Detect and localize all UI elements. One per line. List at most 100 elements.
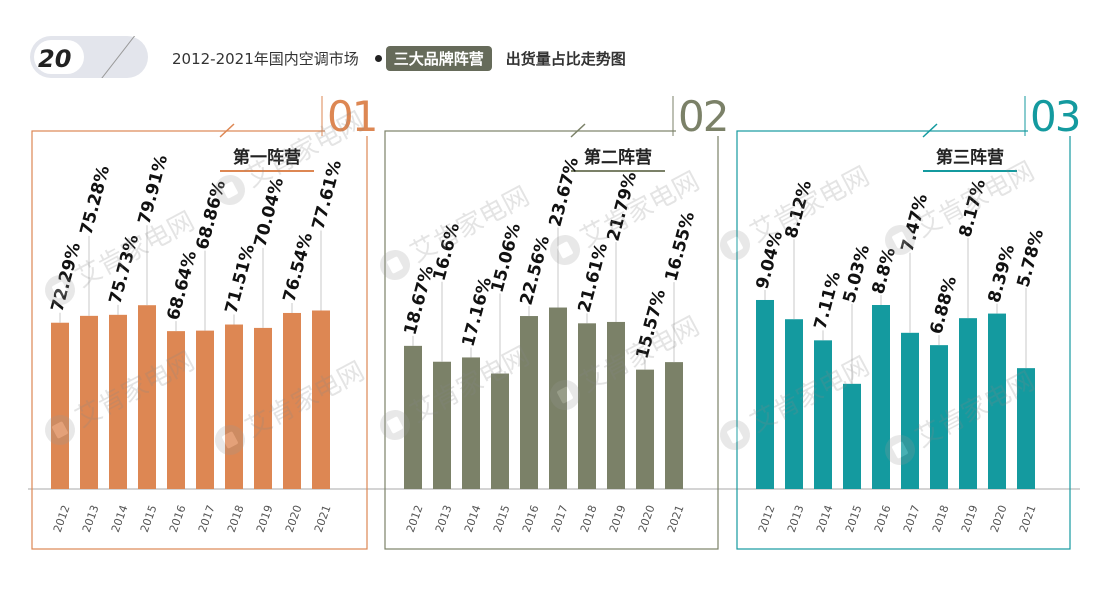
category-label: 2021 [1017,503,1039,534]
panel-title-accent [570,123,586,138]
watermark-logo-mark [387,416,403,434]
panel-title-bg [915,140,1025,174]
data-label: 68.86% [193,178,231,252]
category-label: 2012 [404,503,426,534]
chart-panel-1: 01 第一阵营 72.29% 2012 75.28% 2013 75.73% 2014 79.9… [31,92,378,550]
panel-title: 第一阵营 [233,147,301,168]
watermark: 艾肯家电网 [45,206,200,305]
bar [636,369,654,489]
bar [1017,368,1035,489]
watermark-logo-mark [52,421,68,439]
watermark-text: 艾肯家电网 [406,181,535,269]
data-label: 8.8% [869,246,901,297]
category-label: 2016 [167,503,189,534]
watermark-logo-icon [45,275,75,305]
watermark: 艾肯家电网 [550,311,705,410]
data-label: 72.29% [48,240,86,314]
watermark-text: 艾肯家电网 [911,156,1040,244]
bullet-dot-icon [374,54,382,62]
category-label: 2019 [254,503,276,534]
watermark-logo-icon [885,435,915,465]
panel-title: 第三阵营 [936,147,1004,168]
bar [254,327,272,489]
bar [433,361,451,489]
panel-frame [31,130,368,550]
bar [872,305,890,489]
data-label: 7.47% [898,192,933,254]
watermark: 艾肯家电网 [215,356,370,455]
bar [520,316,538,489]
data-label: 68.64% [164,249,202,323]
watermark: 艾肯家电网 [380,341,534,440]
header-title: 2012-2021年国内空调市场 [172,49,359,68]
header-highlight: 三大品牌阵营 [385,45,492,71]
watermark-logo-mark [387,256,403,274]
watermark: 艾肯家电网 [885,156,1040,255]
watermark-logo-icon [380,410,410,440]
watermark-text: 艾肯家电网 [576,311,705,399]
data-label: 8.12% [782,178,817,240]
data-label: 21.61% [575,241,613,315]
data-label: 5.78% [1014,227,1049,289]
watermark-text: 艾肯家电网 [71,206,200,294]
watermark-text: 艾肯家电网 [746,351,875,439]
bar [959,318,977,489]
watermark-logo-mark [557,386,573,404]
category-label: 2013 [785,503,807,534]
panel-title: 第二阵营 [584,147,652,168]
category-label: 2018 [930,503,952,534]
watermark-text: 艾肯家电网 [71,346,200,434]
watermark-logo-mark [222,431,238,449]
panel-title-accent [219,123,235,138]
watermark-logo-mark [727,426,743,444]
watermark-text: 艾肯家电网 [911,366,1040,454]
bar [930,345,948,489]
bar [491,373,509,489]
bar [404,345,422,489]
category-label: 2016 [872,503,894,534]
category-label: 2017 [196,503,218,534]
category-label: 2016 [520,503,542,534]
bar [814,340,832,489]
panel-frame [384,130,719,550]
panel-number-bg [1028,96,1074,136]
category-label: 2013 [80,503,102,534]
bar [312,310,330,489]
category-label: 2018 [578,503,600,534]
category-label: 2020 [283,503,305,534]
data-label: 16.6% [430,221,465,283]
bar [901,332,919,489]
data-label: 23.67% [546,155,584,229]
panel-number: 01 [327,92,376,141]
header-subtitle: 出货量占比走势图 [505,49,626,68]
panel-number: 03 [1030,92,1079,141]
data-label: 70.04% [251,176,289,250]
watermark-text: 艾肯家电网 [241,356,370,444]
bar [196,330,214,489]
category-label: 2012 [756,503,778,534]
category-label: 2015 [491,503,513,534]
category-label: 2015 [138,503,160,534]
watermark-logo-mark [557,241,573,259]
category-label: 2020 [636,503,658,534]
bar [283,312,301,489]
page-badge [30,36,148,78]
watermark-logo-mark [892,231,908,249]
watermark-logo-icon [45,415,75,445]
category-label: 2017 [549,503,571,534]
data-label: 76.54% [280,231,318,305]
data-label: 16.55% [662,210,700,284]
bar [578,323,596,489]
page-header: 2012-2021年国内空调市场 三大品牌阵营 出货量占比走势图 [172,45,626,71]
panel-frame [736,130,1071,550]
bar [462,357,480,489]
bar [549,307,567,489]
data-label: 17.16% [459,275,497,349]
bar [51,322,69,489]
bar [785,319,803,489]
data-label: 75.73% [106,233,144,307]
watermark-logo-mark [52,281,68,299]
bar [80,315,98,489]
category-label: 2020 [988,503,1010,534]
